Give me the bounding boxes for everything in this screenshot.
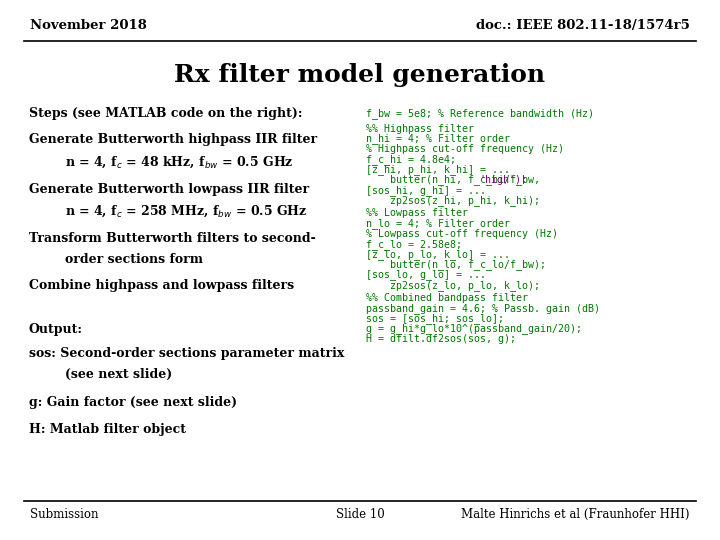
Text: n = 4, f$_c$ = 258 MHz, f$_{bw}$ = 0.5 GHz: n = 4, f$_c$ = 258 MHz, f$_{bw}$ = 0.5 G…	[65, 204, 307, 219]
Text: n = 4, f$_c$ = 48 kHz, f$_{bw}$ = 0.5 GHz: n = 4, f$_c$ = 48 kHz, f$_{bw}$ = 0.5 GH…	[65, 154, 293, 170]
Text: Generate Butterworth lowpass IIR filter: Generate Butterworth lowpass IIR filter	[29, 183, 309, 195]
Text: H = dfilt.df2sos(sos, g);: H = dfilt.df2sos(sos, g);	[366, 334, 516, 344]
Text: Combine highpass and lowpass filters: Combine highpass and lowpass filters	[29, 279, 294, 292]
Text: %% Lowpass filter: %% Lowpass filter	[366, 208, 468, 218]
Text: [sos_lo, g_lo] = ...: [sos_lo, g_lo] = ...	[366, 269, 486, 280]
Text: Steps (see MATLAB code on the right):: Steps (see MATLAB code on the right):	[29, 107, 302, 120]
Text: November 2018: November 2018	[30, 19, 147, 32]
Text: % Lowpass cut-off frequency (Hz): % Lowpass cut-off frequency (Hz)	[366, 229, 558, 239]
Text: Rx filter model generation: Rx filter model generation	[174, 63, 546, 86]
Text: butter(n_lo, f_c_lo/f_bw);: butter(n_lo, f_c_lo/f_bw);	[366, 259, 546, 270]
Text: %% Combined bandpass filter: %% Combined bandpass filter	[366, 293, 528, 303]
Text: zp2sos(z_lo, p_lo, k_lo);: zp2sos(z_lo, p_lo, k_lo);	[366, 280, 540, 291]
Text: zp2sos(z_hi, p_hi, k_hi);: zp2sos(z_hi, p_hi, k_hi);	[366, 195, 540, 206]
Text: f_c_hi = 4.8e4;: f_c_hi = 4.8e4;	[366, 154, 456, 165]
Text: [z_lo, p_lo, k_lo] = ...: [z_lo, p_lo, k_lo] = ...	[366, 249, 510, 260]
Text: Slide 10: Slide 10	[336, 508, 384, 521]
Text: (see next slide): (see next slide)	[65, 368, 172, 381]
Text: 'high');: 'high');	[480, 175, 527, 185]
Text: n_hi = 4; % Filter order: n_hi = 4; % Filter order	[366, 133, 510, 144]
Text: f_c_lo = 2.58e8;: f_c_lo = 2.58e8;	[366, 239, 462, 249]
Text: passband_gain = 4.6; % Passb. gain (dB): passband_gain = 4.6; % Passb. gain (dB)	[366, 303, 600, 314]
Text: f_bw = 5e8; % Reference bandwidth (Hz): f_bw = 5e8; % Reference bandwidth (Hz)	[366, 108, 594, 119]
Text: g = g_hi*g_lo*10^(passband_gain/20);: g = g_hi*g_lo*10^(passband_gain/20);	[366, 323, 582, 334]
Text: butter(n_hi, f_c_hi/f_bw,: butter(n_hi, f_c_hi/f_bw,	[366, 174, 546, 185]
Text: [z_hi, p_hi, k_hi] = ...: [z_hi, p_hi, k_hi] = ...	[366, 164, 510, 175]
Text: Submission: Submission	[30, 508, 99, 521]
Text: Transform Butterworth filters to second-: Transform Butterworth filters to second-	[29, 232, 315, 245]
Text: n_lo = 4; % Filter order: n_lo = 4; % Filter order	[366, 218, 510, 229]
Text: % Highpass cut-off frequency (Hz): % Highpass cut-off frequency (Hz)	[366, 144, 564, 154]
Text: Generate Butterworth highpass IIR filter: Generate Butterworth highpass IIR filter	[29, 133, 317, 146]
Text: Malte Hinrichs et al (Fraunhofer HHI): Malte Hinrichs et al (Fraunhofer HHI)	[462, 508, 690, 521]
Text: order sections form: order sections form	[65, 253, 203, 266]
Text: H: Matlab filter object: H: Matlab filter object	[29, 423, 186, 436]
Text: sos = [sos_hi; sos_lo];: sos = [sos_hi; sos_lo];	[366, 313, 504, 324]
Text: g: Gain factor (see next slide): g: Gain factor (see next slide)	[29, 396, 237, 409]
Text: Output:: Output:	[29, 323, 83, 336]
Text: sos: Second-order sections parameter matrix: sos: Second-order sections parameter mat…	[29, 347, 344, 360]
Text: %% Highpass filter: %% Highpass filter	[366, 124, 474, 133]
Text: doc.: IEEE 802.11-18/1574r5: doc.: IEEE 802.11-18/1574r5	[476, 19, 690, 32]
Text: [sos_hi, g_hi] = ...: [sos_hi, g_hi] = ...	[366, 185, 486, 195]
